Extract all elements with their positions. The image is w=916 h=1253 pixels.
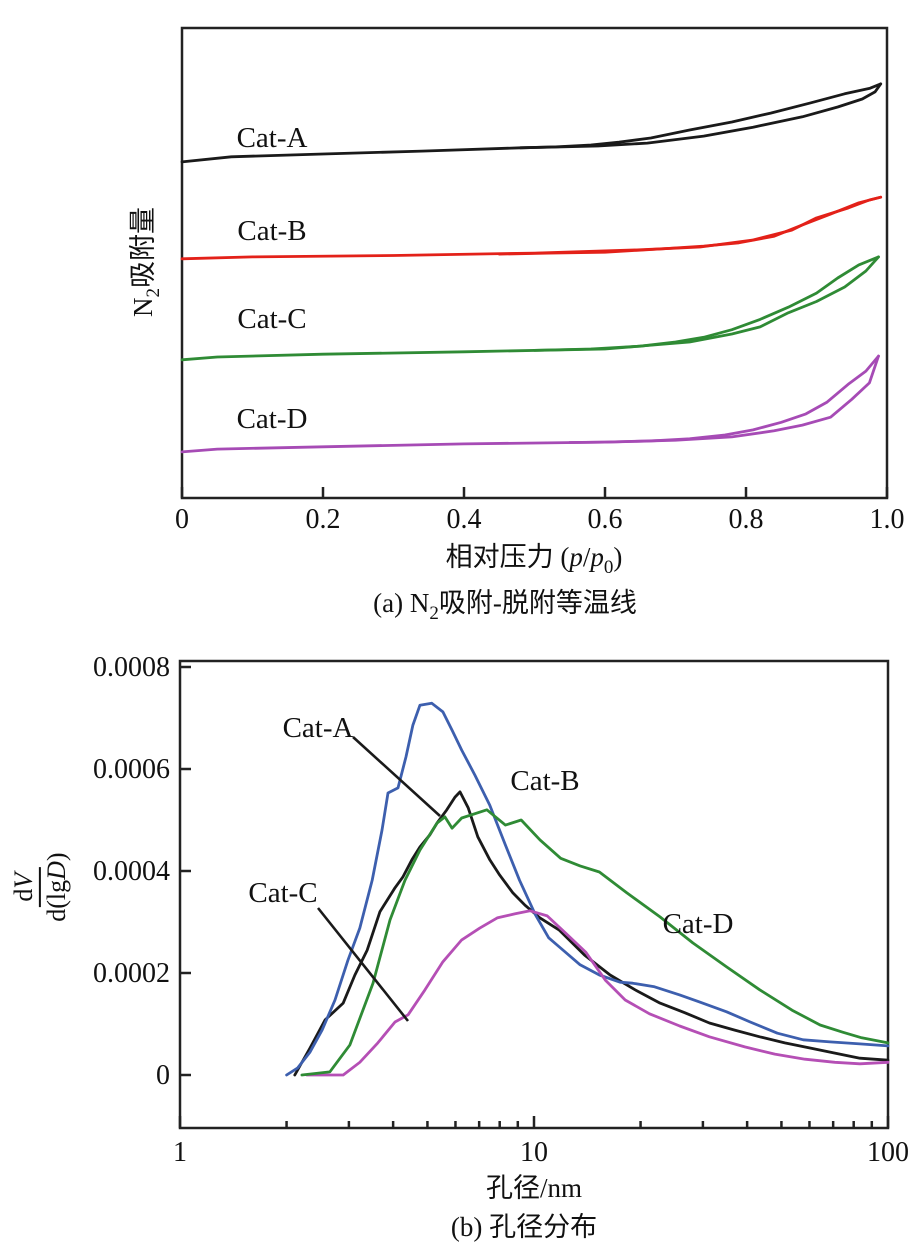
cat-a-desorption-curve	[519, 82, 883, 150]
x-tick-0.8: 0.8	[729, 504, 764, 535]
curve-label-cat-c-b: Cat-C	[248, 877, 317, 909]
y-tick-0.0004: 0.0004	[93, 856, 170, 887]
y-tick-0.0006: 0.0006	[93, 754, 170, 785]
cat-d-distribution-curve	[300, 808, 890, 1077]
x-tick-10: 10	[520, 1137, 548, 1168]
cat-c-desorption-curve	[533, 255, 880, 352]
curve-label-cat-b: Cat-B	[237, 215, 306, 247]
cat-c-adsorption-curve	[180, 255, 880, 362]
y-axis-label-b-numerator: dV	[8, 866, 41, 908]
x-tick-0.6: 0.6	[588, 504, 623, 535]
y-axis-label-b-denominator: d(lgD)	[42, 852, 71, 922]
curve-label-cat-c: Cat-C	[237, 303, 306, 335]
x-tick-1: 1	[173, 1137, 187, 1168]
leader-line-cat-c	[316, 907, 410, 1022]
caption-b: (b) 孔径分布	[451, 1212, 597, 1242]
y-tick-0.0008: 0.0008	[93, 652, 170, 683]
psd-curves	[285, 701, 890, 1077]
cat-b-desorption-curve	[497, 195, 883, 256]
curve-label-cat-b-b: Cat-B	[510, 765, 579, 797]
curve-label-cat-d: Cat-D	[237, 403, 308, 435]
curve-label-cat-a-b: Cat-A	[283, 712, 354, 744]
y-axis-label-b: dV d(lgD)	[8, 841, 71, 933]
cat-b-distribution-curve	[285, 701, 890, 1077]
x-tick-100: 100	[867, 1137, 909, 1168]
plot-frame-a	[180, 26, 889, 500]
x-axis-label-b: 孔径/nm	[486, 1173, 582, 1203]
cat-d-desorption-curve	[568, 354, 880, 444]
cat-c-distribution-curve	[305, 909, 890, 1077]
isotherm-curves	[180, 82, 883, 454]
x-axis-ticks-a	[180, 487, 889, 498]
psd-chart: Cat-A Cat-B Cat-C Cat-D 0 0.0002 0.0004 …	[93, 652, 909, 1242]
y-tick-0.0002: 0.0002	[93, 958, 170, 989]
y-axis-ticks-b	[180, 665, 191, 1077]
curve-label-cat-a: Cat-A	[237, 122, 308, 154]
x-axis-label-a: 相对压力 (p/p0)	[446, 542, 623, 578]
x-tick-1.0: 1.0	[870, 504, 905, 535]
leader-line-cat-a	[352, 736, 441, 817]
y-tick-0: 0	[156, 1060, 170, 1091]
x-tick-0.4: 0.4	[447, 504, 482, 535]
caption-a: (a) N2吸附-脱附等温线	[373, 588, 637, 624]
x-tick-0: 0	[175, 504, 189, 535]
cat-a-adsorption-curve	[180, 82, 883, 164]
y-axis-label-a: N2吸附量	[128, 207, 164, 317]
x-axis-ticks-b	[178, 1116, 890, 1128]
curve-label-cat-d-b: Cat-D	[663, 908, 734, 940]
x-tick-0.2: 0.2	[306, 504, 341, 535]
isotherm-chart: Cat-A Cat-B Cat-C Cat-D 0 0.2 0.4 0.6 0.…	[128, 26, 905, 624]
cat-a-distribution-curve	[293, 790, 890, 1077]
cat-d-adsorption-curve	[180, 354, 880, 454]
